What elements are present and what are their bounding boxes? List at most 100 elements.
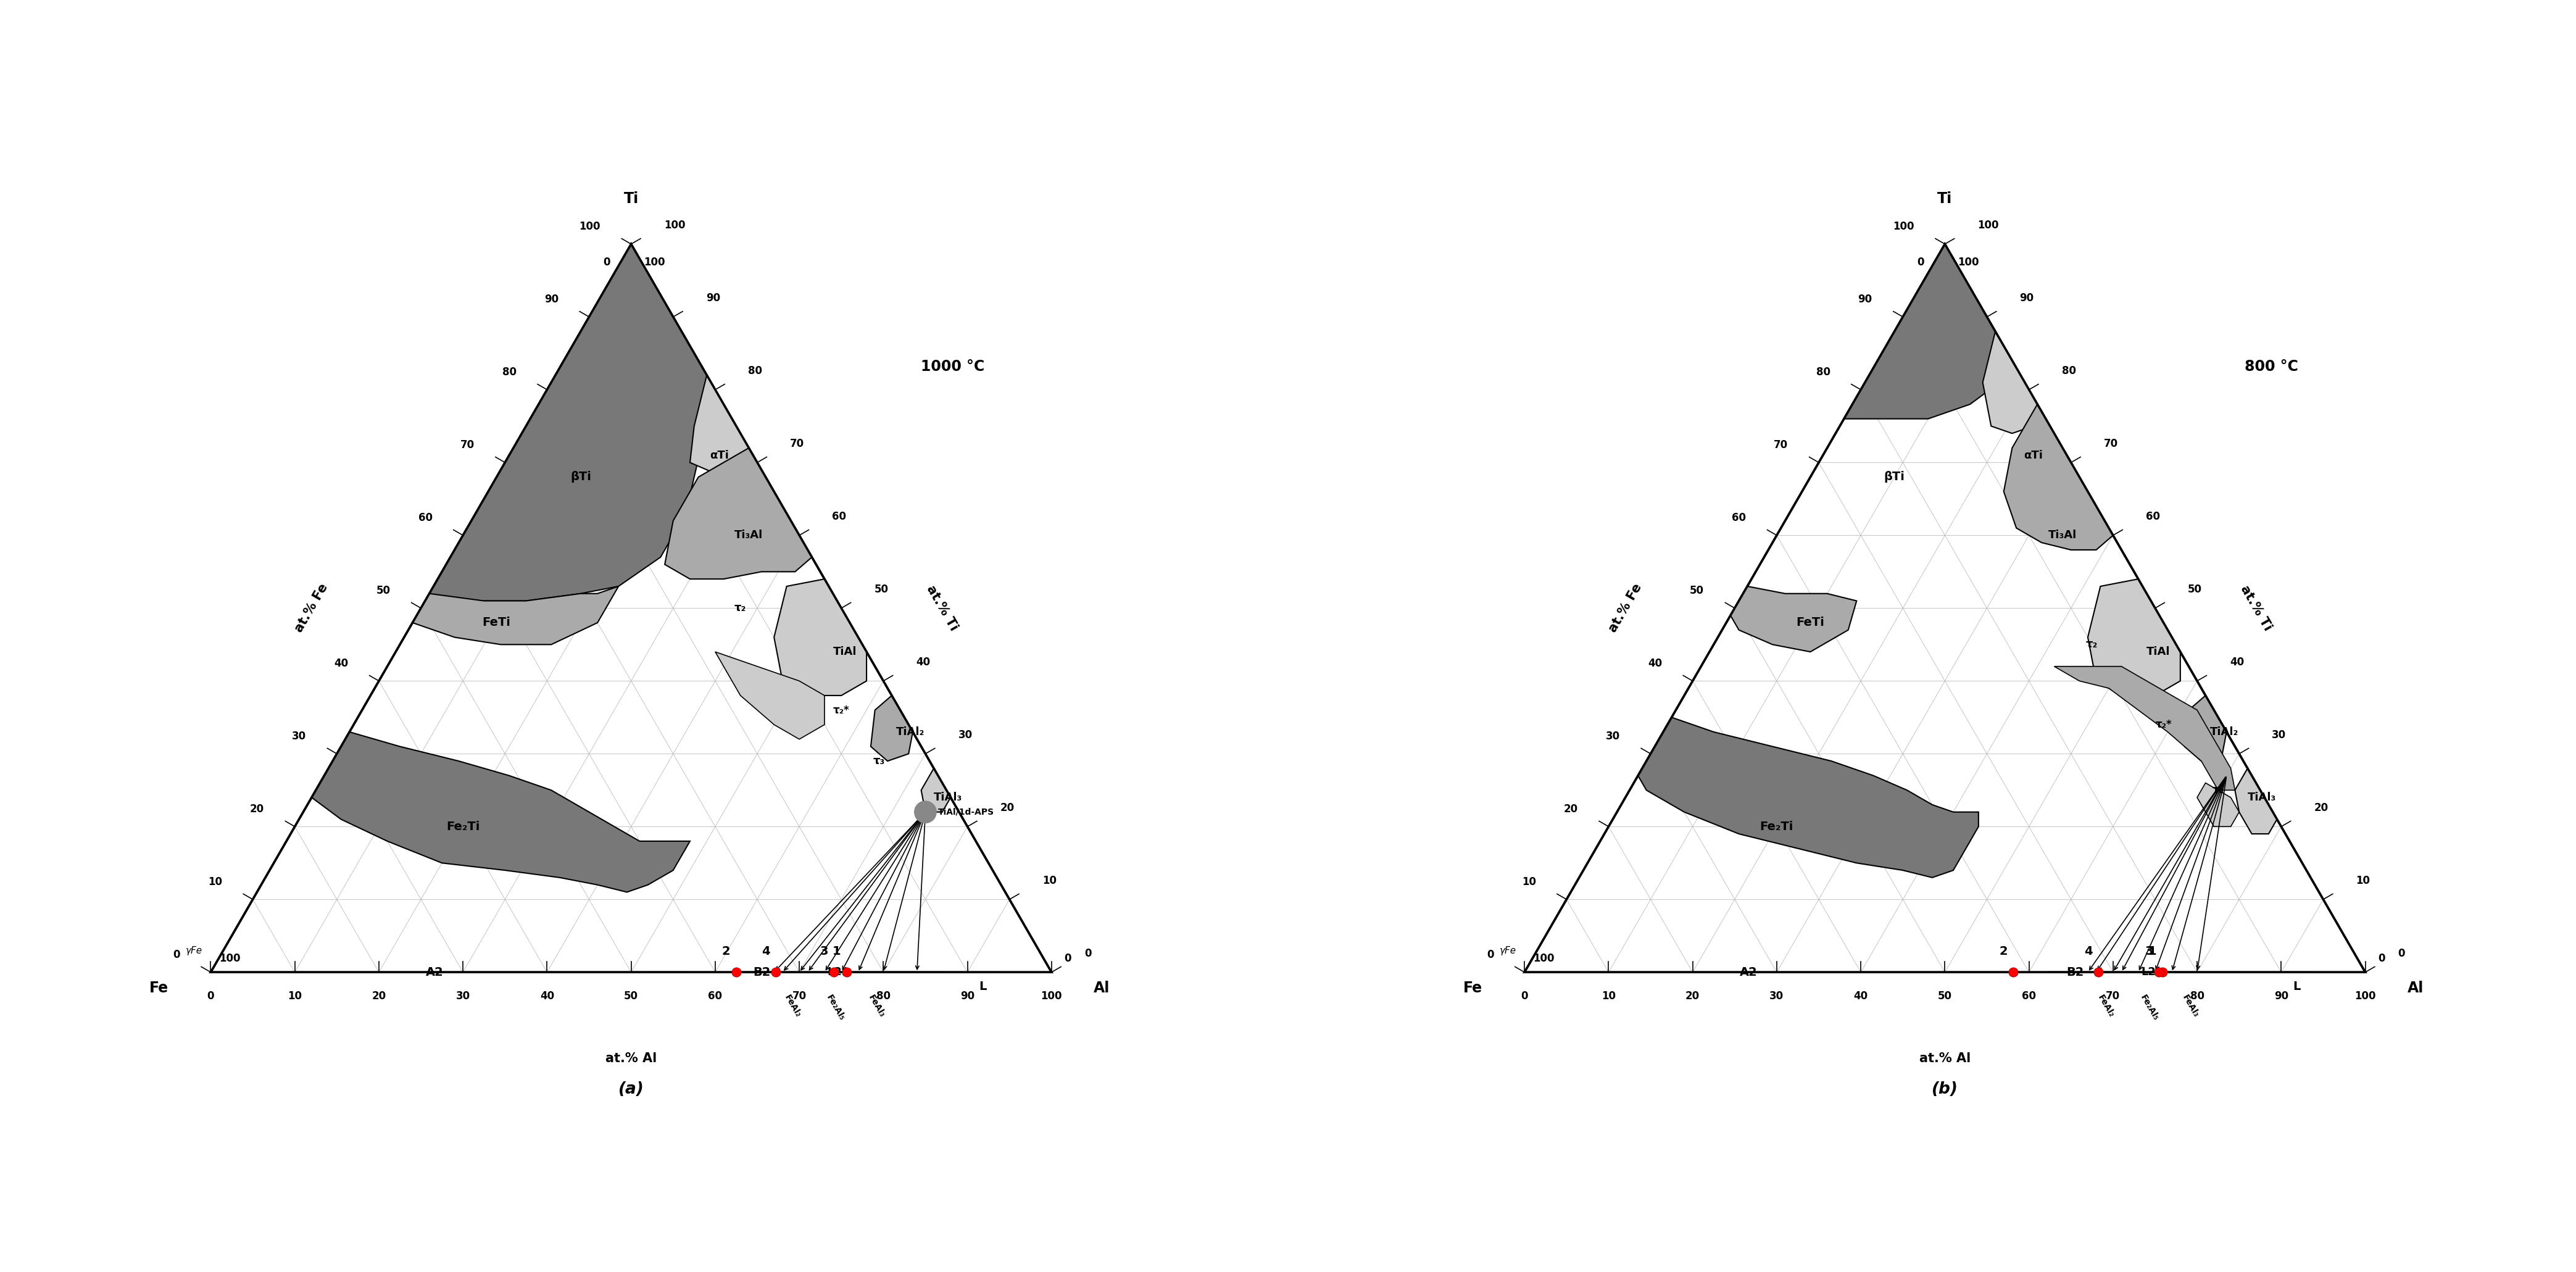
Text: 0: 0 (206, 991, 214, 1002)
Text: FeTi: FeTi (1795, 617, 1824, 628)
Text: TiAl₃: TiAl₃ (933, 792, 963, 803)
Text: 20: 20 (2313, 803, 2329, 813)
Text: 50: 50 (1690, 585, 1705, 597)
Text: 50: 50 (1937, 991, 1953, 1002)
Text: 800 °C: 800 °C (2244, 360, 2298, 374)
Text: 100: 100 (1978, 220, 1999, 230)
Polygon shape (1984, 332, 2038, 434)
Text: TiAl/1d-APS: TiAl/1d-APS (938, 808, 994, 817)
Text: 30: 30 (958, 729, 971, 740)
Text: 70: 70 (791, 438, 804, 449)
Text: 100: 100 (1533, 953, 1553, 964)
Text: βTi: βTi (569, 471, 590, 483)
Polygon shape (922, 768, 951, 812)
Text: at.% Al: at.% Al (1919, 1052, 1971, 1065)
Text: αTi: αTi (2025, 450, 2043, 460)
Text: L: L (979, 981, 987, 992)
Text: 0: 0 (173, 949, 180, 960)
Text: 80: 80 (747, 365, 762, 377)
Text: at.% Fe: at.% Fe (294, 581, 330, 635)
Text: 10: 10 (289, 991, 301, 1002)
Text: 20: 20 (1685, 991, 1700, 1002)
Text: 90: 90 (706, 293, 721, 304)
Text: Ti₃Al: Ti₃Al (2048, 529, 2076, 541)
Text: 10: 10 (1043, 875, 1056, 887)
Text: 90: 90 (1857, 294, 1873, 305)
Text: 60: 60 (708, 991, 721, 1002)
Text: Al: Al (2409, 981, 2424, 996)
Text: A2: A2 (425, 967, 443, 978)
Text: 50: 50 (2187, 584, 2202, 595)
Text: τ₃: τ₃ (873, 756, 886, 767)
Text: 0: 0 (1084, 948, 1092, 959)
Text: 60: 60 (2022, 991, 2035, 1002)
Text: 50: 50 (376, 585, 392, 597)
Text: 0: 0 (1917, 257, 1924, 268)
Text: (a): (a) (618, 1081, 644, 1098)
Text: 30: 30 (1605, 730, 1620, 742)
Text: 0: 0 (1486, 949, 1494, 960)
Text: 3: 3 (2146, 945, 2154, 957)
Text: Fe₂Al₅: Fe₂Al₅ (824, 993, 845, 1023)
Text: 100: 100 (1041, 991, 1061, 1002)
Polygon shape (1638, 717, 1978, 878)
Polygon shape (690, 375, 750, 477)
Text: Ti₃Al: Ti₃Al (734, 529, 762, 541)
Text: FeTi: FeTi (482, 617, 510, 628)
Text: 20: 20 (250, 804, 265, 814)
Text: 60: 60 (417, 513, 433, 523)
Text: at.% Ti: at.% Ti (2239, 584, 2275, 633)
Text: 0: 0 (2378, 953, 2385, 964)
Text: TiAl₂: TiAl₂ (2210, 726, 2239, 738)
Text: 2: 2 (721, 945, 732, 957)
Text: TiAl₂: TiAl₂ (896, 726, 925, 738)
Text: 50: 50 (873, 584, 889, 595)
Polygon shape (312, 731, 690, 892)
Text: 20: 20 (1564, 804, 1579, 814)
Text: τ₃: τ₃ (2213, 785, 2223, 796)
Text: 70: 70 (2105, 438, 2117, 449)
Text: τ₂: τ₂ (734, 603, 747, 613)
Text: 0: 0 (1520, 991, 1528, 1002)
Text: 0: 0 (1064, 953, 1072, 964)
Polygon shape (773, 579, 866, 696)
Text: βTi: βTi (1883, 471, 1904, 483)
Polygon shape (211, 244, 1051, 972)
Text: 3: 3 (819, 945, 827, 957)
Text: 80: 80 (1816, 366, 1829, 378)
Text: at.% Al: at.% Al (605, 1052, 657, 1065)
Polygon shape (412, 586, 618, 645)
Text: B2: B2 (2066, 967, 2084, 978)
Polygon shape (2004, 404, 2112, 550)
Polygon shape (2236, 768, 2277, 834)
Text: B2: B2 (752, 967, 770, 978)
Polygon shape (1731, 586, 1857, 651)
Text: 30: 30 (2272, 729, 2285, 740)
Text: 4: 4 (2084, 945, 2092, 957)
Text: 90: 90 (2020, 293, 2035, 304)
Polygon shape (2197, 782, 2239, 827)
Polygon shape (716, 651, 824, 739)
Text: Ti: Ti (623, 191, 639, 206)
Text: 2: 2 (1999, 945, 2007, 957)
Text: at.% Ti: at.% Ti (925, 584, 961, 633)
Polygon shape (871, 696, 912, 761)
Text: FeAl₂: FeAl₂ (2097, 993, 2115, 1019)
Text: 20: 20 (999, 803, 1015, 813)
Text: TiAl: TiAl (832, 646, 858, 658)
Text: 90: 90 (544, 294, 559, 305)
Text: γFe: γFe (1499, 946, 1517, 955)
Text: Ti: Ti (1937, 191, 1953, 206)
Text: 40: 40 (1649, 658, 1662, 669)
Text: 30: 30 (1770, 991, 1783, 1002)
Text: 1000 °C: 1000 °C (920, 360, 984, 374)
Text: 30: 30 (291, 730, 307, 742)
Text: 1: 1 (832, 945, 842, 957)
Text: 50: 50 (623, 991, 639, 1002)
Text: TiAl₃: TiAl₃ (2249, 792, 2277, 803)
Text: 80: 80 (2061, 365, 2076, 377)
Text: Fe₂Ti: Fe₂Ti (446, 820, 479, 832)
Polygon shape (1844, 244, 2007, 418)
Text: 70: 70 (793, 991, 806, 1002)
Text: τ₂*: τ₂* (2156, 719, 2172, 730)
